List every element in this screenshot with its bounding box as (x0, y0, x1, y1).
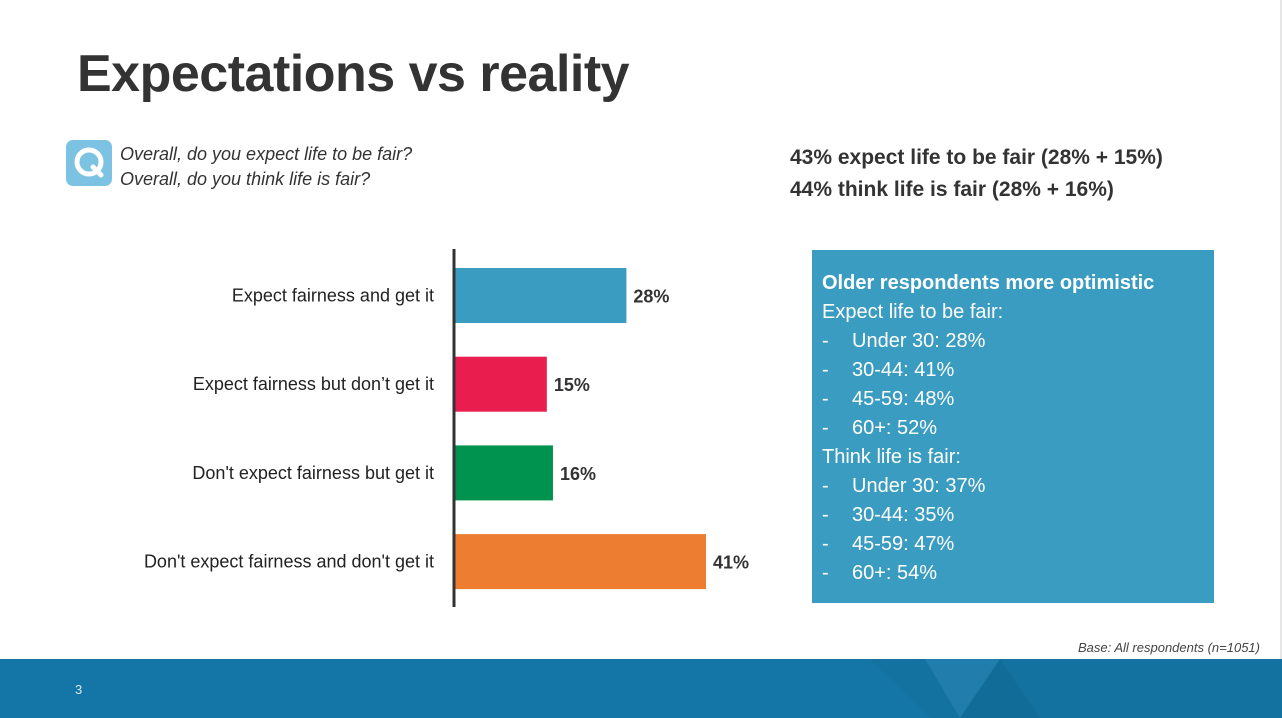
survey-question: Overall, do you expect life to be fair? … (120, 142, 412, 192)
summary-line-1: 43% expect life to be fair (28% + 15%) (790, 146, 1163, 169)
bullet-dash: - (822, 475, 829, 497)
infobox-item-text: Under 30: 37% (852, 475, 986, 497)
infobox-list-item: - Under 30: 28% (822, 327, 1204, 356)
age-breakdown-box: Older respondents more optimistic Expect… (812, 250, 1214, 603)
infobox-list-item: - Under 30: 37% (822, 472, 1204, 501)
value-label: 28% (633, 287, 669, 307)
bar (455, 356, 547, 412)
infobox-item-text: 45-59: 48% (852, 388, 955, 410)
page-number: 3 (75, 682, 83, 697)
base-note: Base: All respondents (n=1051) (1078, 640, 1260, 655)
infobox-list-item: - 30-44: 41% (822, 356, 1204, 385)
infobox-list-item: - 45-59: 47% (822, 530, 1204, 559)
bullet-dash: - (822, 417, 829, 439)
summary-line-2: 44% think life is fair (28% + 16%) (790, 178, 1114, 201)
infobox-item-text: 45-59: 47% (852, 533, 955, 555)
bar (455, 445, 553, 501)
infobox-item-text: 60+: 54% (852, 562, 938, 584)
infobox-list-item: - 30-44: 35% (822, 501, 1204, 530)
infobox-group-label: Think life is fair: (822, 446, 961, 468)
infobox-item-text: 30-44: 41% (852, 359, 955, 381)
infobox-item-text: 60+: 52% (852, 417, 938, 439)
bar-chart: Expect fairness and get it 28% Expect fair… (144, 249, 749, 607)
footer-band (0, 659, 1282, 718)
infobox-item-text: 30-44: 35% (852, 504, 955, 526)
page-title: Expectations vs reality (77, 45, 630, 103)
bar (455, 534, 706, 590)
question-line-2: Overall, do you think life is fair? (120, 169, 371, 189)
bullet-dash: - (822, 533, 829, 555)
footer-decoration (870, 659, 1282, 718)
bullet-dash: - (822, 562, 829, 584)
bullet-dash: - (822, 330, 829, 352)
bar (455, 268, 627, 323)
value-label: 41% (713, 553, 749, 573)
infobox-list-item: - 60+: 52% (822, 414, 1204, 443)
value-label: 15% (554, 375, 590, 395)
infobox-item-text: Under 30: 28% (852, 330, 986, 352)
value-label: 16% (560, 464, 596, 484)
infobox-heading: Older respondents more optimistic (822, 272, 1155, 294)
question-icon (66, 140, 112, 186)
category-label: Don't expect fairness and don't get it (144, 552, 434, 572)
category-label: Expect fairness and get it (232, 286, 434, 306)
bullet-dash: - (822, 359, 829, 381)
infobox-list-item: - 45-59: 48% (822, 385, 1204, 414)
question-line-1: Overall, do you expect life to be fair? (120, 144, 413, 164)
page-edge (1280, 0, 1282, 660)
infobox-groups: Expect life to be fair: - Under 30: 28% - 30… (822, 298, 1204, 588)
infobox-list-item: - 60+: 54% (822, 559, 1204, 588)
bullet-dash: - (822, 504, 829, 526)
infobox-group-label: Expect life to be fair: (822, 301, 1004, 323)
category-label: Expect fairness but don’t get it (193, 374, 434, 394)
summary-stats: 43% expect life to be fair (28% + 15%) 4… (790, 142, 1163, 206)
category-label: Don't expect fairness but get it (192, 463, 434, 483)
bullet-dash: - (822, 388, 829, 410)
